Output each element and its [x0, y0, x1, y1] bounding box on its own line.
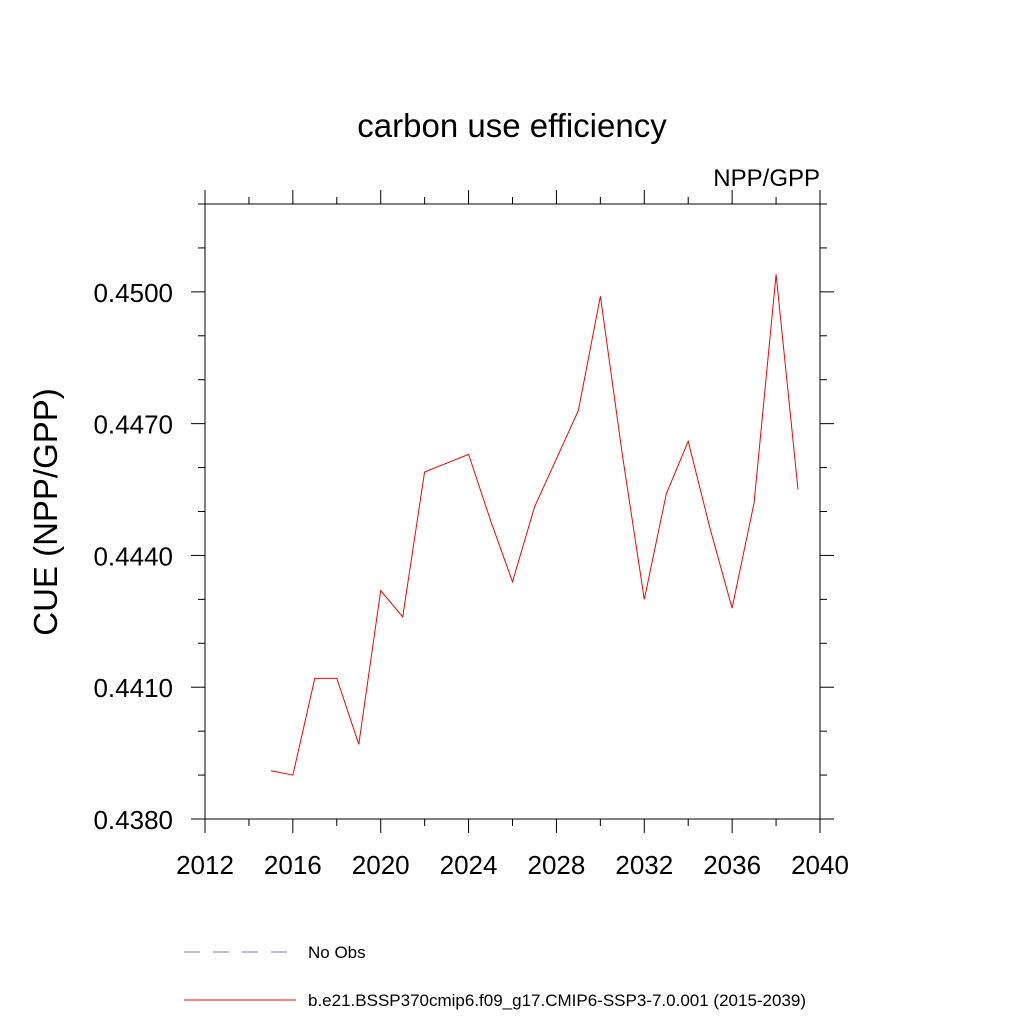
y-tick-label: 0.4380 [93, 805, 173, 835]
y-tick-label: 0.4470 [93, 410, 173, 440]
y-tick-label: 0.4500 [93, 278, 173, 308]
x-tick-label: 2036 [703, 850, 761, 880]
series-line [270, 274, 799, 776]
legend-label-no-obs: No Obs [308, 943, 366, 962]
x-tick-label: 2032 [615, 850, 673, 880]
x-tick-label: 2012 [176, 850, 234, 880]
x-tick-label: 2040 [791, 850, 849, 880]
chart-subtitle: NPP/GPP [713, 165, 820, 192]
plot-frame [204, 203, 821, 820]
x-tick-label: 2016 [264, 850, 322, 880]
x-tick-label: 2020 [352, 850, 410, 880]
x-tick-label: 2024 [440, 850, 498, 880]
legend-label-model-run: b.e21.BSSP370cmip6.f09_g17.CMIP6-SSP3-7.… [308, 991, 806, 1010]
y-tick-label: 0.4440 [93, 541, 173, 571]
y-tick-label: 0.4410 [93, 673, 173, 703]
chart-title: carbon use efficiency [357, 107, 667, 144]
y-axis-label: CUE (NPP/GPP) [27, 388, 64, 636]
x-tick-label: 2028 [528, 850, 586, 880]
legend: No Obs b.e21.BSSP370cmip6.f09_g17.CMIP6-… [184, 943, 806, 1010]
